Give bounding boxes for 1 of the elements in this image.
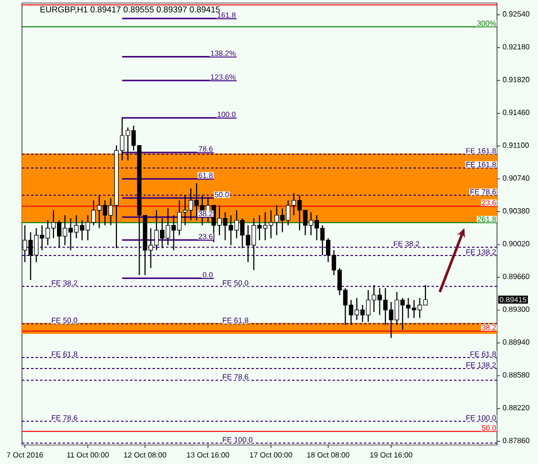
chart-title: EURGBP,H1 0.89417 0.89555 0.89397 0.89415 (40, 6, 220, 14)
